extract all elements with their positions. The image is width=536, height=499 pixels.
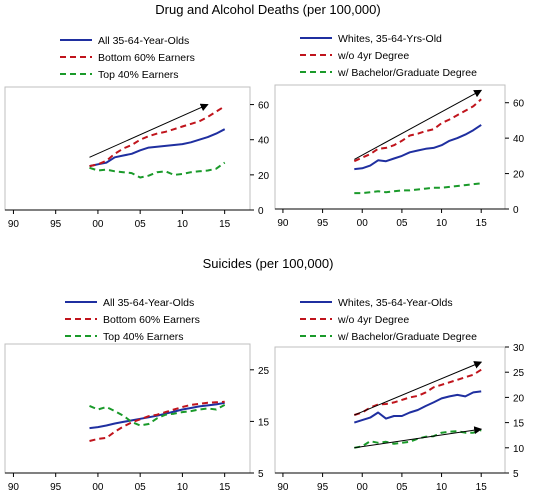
- series-line-1-2: [354, 182, 482, 195]
- y-tick-label-3-3: 20: [513, 393, 525, 404]
- legend-label-3-0: Whites, 35-64-Year-Olds: [338, 297, 453, 309]
- plot-frame-3: [274, 346, 506, 474]
- x-tick-label-2-1: 95: [50, 482, 62, 493]
- x-tick-label-3-0: 90: [277, 482, 289, 493]
- y-tick-label-3-4: 25: [513, 368, 525, 379]
- y-tick-label-0-3: 60: [258, 101, 270, 112]
- legend-label-3-1: w/o 4yr Degree: [337, 314, 409, 326]
- x-tick-label-0-3: 05: [135, 219, 147, 230]
- series-line-0-0: [89, 128, 226, 168]
- series-line-3-2: [354, 429, 482, 449]
- x-tick-label-2-4: 10: [177, 482, 189, 493]
- legend-label-2-2: Top 40% Earners: [103, 331, 184, 343]
- plot-frame-1: [274, 84, 506, 210]
- y-tick-label-0-0: 0: [258, 206, 264, 217]
- x-tick-label-1-1: 95: [317, 218, 329, 229]
- x-tick-label-2-0: 90: [8, 482, 20, 493]
- y-tick-label-0-2: 40: [258, 136, 270, 147]
- x-tick-label-2-2: 00: [92, 482, 104, 493]
- plot-frame-0: [4, 86, 251, 211]
- x-tick-label-1-3: 05: [396, 218, 408, 229]
- legend-label-2-0: All 35-64-Year-Olds: [103, 297, 194, 309]
- trend-arrow-3-1: [354, 426, 483, 449]
- y-tick-label-0-1: 20: [258, 171, 270, 182]
- x-tick-label-0-1: 95: [50, 219, 62, 230]
- trend-arrow-3-0: [354, 361, 483, 416]
- series-line-3-1: [353, 368, 482, 416]
- y-tick-label-3-5: 30: [513, 343, 525, 354]
- x-tick-label-0-0: 90: [8, 219, 20, 230]
- series-line-1-0: [354, 124, 482, 171]
- legend-label-1-1: w/o 4yr Degree: [337, 50, 409, 62]
- x-tick-label-3-4: 10: [436, 482, 448, 493]
- x-tick-label-2-3: 05: [135, 482, 147, 493]
- x-tick-label-1-5: 15: [476, 218, 488, 229]
- x-tick-label-0-4: 10: [177, 219, 189, 230]
- legend-label-0-0: All 35-64-Year-Olds: [98, 35, 189, 47]
- y-tick-label-2-2: 25: [258, 366, 270, 377]
- x-tick-label-1-4: 10: [436, 218, 448, 229]
- y-tick-label-1-2: 40: [513, 134, 525, 145]
- legend-label-3-2: w/ Bachelor/Graduate Degree: [337, 331, 477, 343]
- series-line-1-1: [353, 98, 482, 163]
- y-tick-label-2-1: 15: [258, 417, 270, 428]
- x-tick-label-1-0: 90: [277, 218, 289, 229]
- trend-arrow-0-0: [89, 103, 209, 158]
- legend-label-1-2: w/ Bachelor/Graduate Degree: [337, 67, 477, 79]
- y-tick-label-1-3: 60: [513, 99, 525, 110]
- y-tick-label-3-0: 5: [513, 469, 519, 480]
- x-tick-label-0-5: 15: [219, 219, 231, 230]
- suicides-section-title: Suicides (per 100,000): [202, 256, 334, 271]
- x-tick-label-2-5: 15: [219, 482, 231, 493]
- legend-label-2-1: Bottom 60% Earners: [103, 314, 200, 326]
- drug-alcohol-section-title: Drug and Alcohol Deaths (per 100,000): [155, 2, 381, 17]
- x-tick-label-1-2: 00: [357, 218, 369, 229]
- series-line-2-2: [89, 404, 226, 427]
- y-tick-label-1-0: 0: [513, 205, 519, 216]
- y-tick-label-3-2: 15: [513, 419, 525, 430]
- x-tick-label-0-2: 00: [92, 219, 104, 230]
- legend-label-0-1: Bottom 60% Earners: [98, 52, 195, 64]
- series-line-3-0: [353, 390, 482, 424]
- series-line-0-2: [89, 161, 226, 179]
- x-tick-label-3-3: 05: [396, 482, 408, 493]
- series-line-2-1: [89, 400, 225, 442]
- x-tick-label-3-5: 15: [476, 482, 488, 493]
- legend-label-0-2: Top 40% Earners: [98, 69, 179, 81]
- y-tick-label-2-0: 5: [258, 469, 264, 480]
- x-tick-label-3-1: 95: [317, 482, 329, 493]
- y-tick-label-1-1: 20: [513, 170, 525, 181]
- trend-arrow-1-0: [354, 89, 483, 160]
- series-line-0-1: [89, 105, 226, 168]
- x-tick-label-3-2: 00: [357, 482, 369, 493]
- legend-label-1-0: Whites, 35-64-Yrs-Old: [338, 33, 442, 45]
- y-tick-label-3-1: 10: [513, 444, 525, 455]
